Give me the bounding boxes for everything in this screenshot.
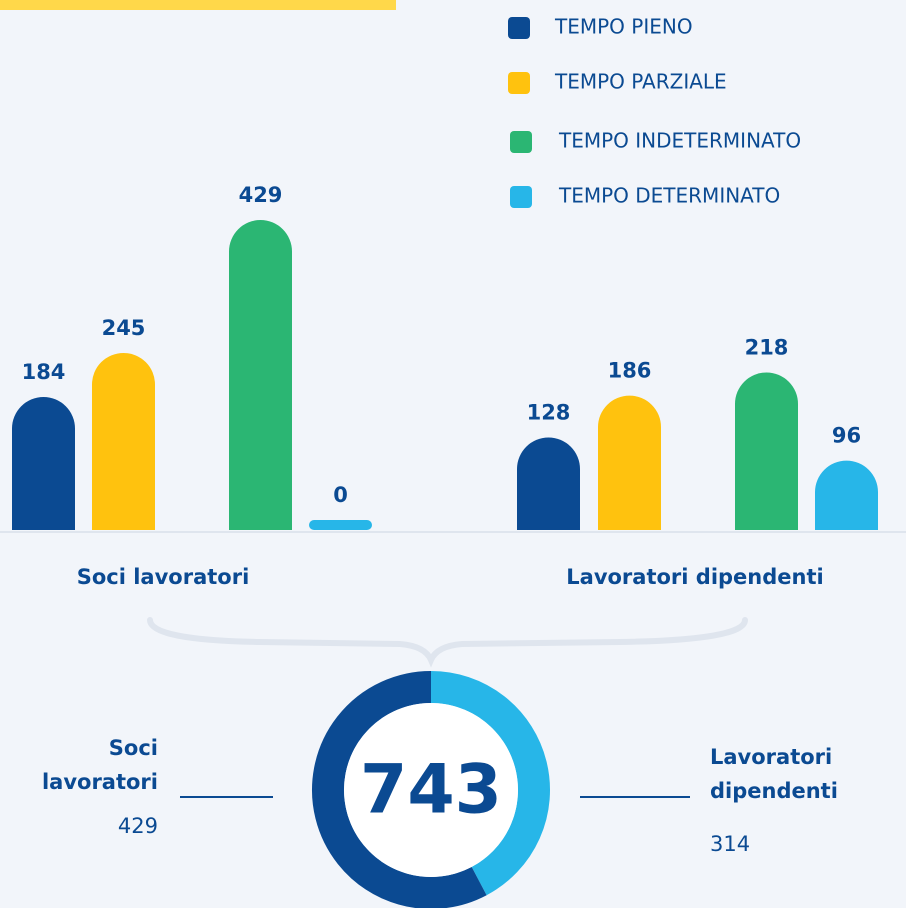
legend-label: TEMPO INDETERMINATO <box>558 129 801 153</box>
legend-swatch <box>508 17 530 39</box>
value-label: 245 <box>102 316 146 340</box>
bar <box>815 460 878 530</box>
legend-label: TEMPO PIENO <box>554 15 693 39</box>
group-label: Lavoratori dipendenti <box>566 565 823 589</box>
value-label: 96 <box>832 424 861 448</box>
donut-segment <box>312 671 487 908</box>
bar <box>735 372 798 530</box>
legend-label: TEMPO DETERMINATO <box>558 184 780 208</box>
bar <box>517 437 580 530</box>
donut-hole <box>344 703 518 877</box>
value-label: 186 <box>608 359 652 383</box>
bar <box>12 397 75 530</box>
legend-swatch <box>510 186 532 208</box>
legend-swatch <box>508 72 530 94</box>
donut-label: Lavoratori dipendenti <box>710 745 838 803</box>
bar <box>92 352 155 530</box>
value-label: 218 <box>745 335 789 359</box>
legend-label: TEMPO PARZIALE <box>554 70 727 94</box>
donut-label: Soci lavoratori <box>41 736 158 794</box>
value-label: 429 <box>239 183 283 207</box>
top-accent <box>0 0 396 10</box>
bar <box>598 395 661 530</box>
bar <box>229 220 292 531</box>
donut-segment <box>430 671 550 896</box>
group-label: Soci lavoratori <box>77 565 250 589</box>
value-label: 128 <box>527 401 571 425</box>
bar <box>309 520 372 530</box>
donut-total: 743 <box>360 751 502 830</box>
donut-value: 429 <box>117 814 158 838</box>
donut-value: 314 <box>710 832 751 856</box>
value-label: 0 <box>333 483 348 507</box>
legend-swatch <box>510 131 532 153</box>
brace <box>147 617 748 668</box>
value-label: 184 <box>22 360 66 384</box>
